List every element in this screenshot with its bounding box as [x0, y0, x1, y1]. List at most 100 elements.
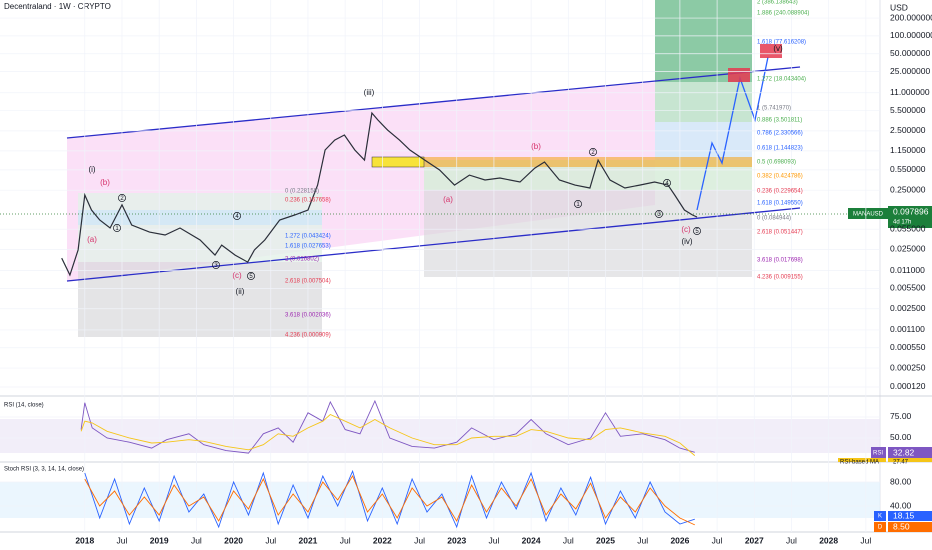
fib-label: 0.382 (0.424786) — [757, 174, 803, 180]
fib-label: 4.236 (0.000909) — [285, 333, 331, 339]
count-label: 2 — [120, 196, 124, 202]
x-tick-label: 2025 — [596, 535, 615, 545]
x-tick-label: 2019 — [150, 535, 169, 545]
wave-label: (b) — [100, 178, 110, 187]
fib-label: 0.5 (0.698093) — [757, 160, 796, 166]
y-tick-label: 0.000550 — [890, 342, 926, 352]
y-tick-label: 0.002500 — [890, 303, 926, 313]
zone — [424, 157, 752, 167]
y-tick-label: 0.250000 — [890, 184, 926, 194]
d-tag — [888, 522, 932, 532]
symbol-label: MANAUSD — [853, 212, 884, 218]
ma-value: 27.47 — [893, 460, 909, 466]
projection-path — [696, 56, 769, 211]
count-marker — [118, 194, 126, 202]
x-tick-label: 2018 — [75, 535, 94, 545]
fib-label: 1.272 (18.043404) — [757, 77, 806, 83]
x-tick-label: 2026 — [670, 535, 689, 545]
count-label: 1 — [115, 226, 119, 232]
y-tick-label: 100.000000 — [890, 30, 932, 40]
rsi-value: 32.82 — [893, 447, 915, 457]
fib-label: 2.618 (0.007504) — [285, 279, 331, 285]
count-label: 3 — [214, 263, 218, 269]
x-tick-label: Jul — [860, 535, 871, 545]
count-label: 1 — [576, 202, 580, 208]
wave-label: (i) — [88, 165, 95, 174]
fib-label: 1.886 (240.088904) — [757, 11, 809, 17]
x-tick-label: Jul — [563, 535, 574, 545]
y-tick-label: 0.025000 — [890, 244, 926, 254]
count-marker — [247, 272, 255, 280]
ma-tag — [838, 458, 886, 462]
y-tick-label: 0.550000 — [890, 164, 926, 174]
d-value: 8.50 — [893, 521, 910, 531]
rsi-name: RSI — [873, 451, 883, 457]
x-tick-label: 2020 — [224, 535, 243, 545]
fib-label: 2 (386.138643) — [757, 0, 798, 6]
d-name: D — [878, 525, 883, 531]
y-tick-label: 0.005500 — [890, 283, 926, 293]
count-label: 4 — [665, 181, 669, 187]
x-tick-label: 2021 — [299, 535, 318, 545]
target-zone — [728, 68, 750, 82]
count-marker — [574, 200, 582, 208]
x-tick-label: Jul — [712, 535, 723, 545]
wave-label: (v) — [773, 44, 783, 53]
chart-title: Decentraland · 1W · CRYPTO — [4, 2, 111, 11]
fib-box — [78, 193, 322, 262]
target-zone — [760, 44, 782, 58]
wave-label: (a) — [87, 235, 97, 244]
fib-label: 0.786 (2.330566) — [757, 131, 803, 137]
x-tick-label: Jul — [265, 535, 276, 545]
rsi-band — [0, 419, 880, 453]
y-tick-label: 0.001100 — [890, 324, 925, 334]
count-label: 3 — [657, 212, 661, 218]
fib-label: 2.618 (0.051447) — [757, 230, 803, 236]
pane-title: Stoch RSI (3, 3, 14, 14, close) — [4, 467, 84, 473]
y-tick-label: 1.150000 — [890, 145, 926, 155]
drawings — [0, 0, 880, 337]
fib-label: 0.236 (0.167658) — [285, 198, 331, 204]
y-tick-label: 11.000000 — [890, 87, 930, 97]
ma-name: RSI-based MA — [840, 460, 879, 466]
axis-unit: USD — [890, 2, 908, 12]
x-tick-label: Jul — [637, 535, 648, 545]
fib-box — [424, 190, 752, 277]
wave-label: (ii) — [236, 287, 245, 296]
count-marker — [113, 224, 121, 232]
fib-label: 1.272 (0.043424) — [285, 234, 331, 240]
target-box — [655, 122, 752, 160]
k-name: K — [878, 514, 882, 520]
count-marker — [663, 179, 671, 187]
series-line — [80, 413, 696, 456]
count-marker — [693, 227, 701, 235]
x-tick-label: 2027 — [745, 535, 764, 545]
fib-label: 0.886 (3.501811) — [757, 118, 802, 124]
count-label: 2 — [591, 150, 595, 156]
x-tick-label: 2022 — [373, 535, 392, 545]
wave-label: (iii) — [364, 88, 375, 97]
x-tick-label: Jul — [488, 535, 499, 545]
y-tick-label: 80.00 — [890, 476, 912, 486]
y-tick-label: 200.000000 — [890, 12, 932, 22]
fib-label: 1.618 (0.027653) — [285, 244, 331, 250]
y-tick-label: 75.00 — [890, 411, 912, 421]
symbol-tag — [848, 208, 888, 219]
count-marker — [212, 261, 220, 269]
fib-label: 0.236 (0.229654) — [757, 189, 803, 195]
count-marker — [655, 210, 663, 218]
x-tick-label: Jul — [191, 535, 202, 545]
wave-label: (b) — [531, 142, 541, 151]
y-tick-label: 0.000250 — [890, 362, 926, 372]
y-tick-label: 50.00 — [890, 432, 912, 442]
x-tick-label: 2024 — [522, 535, 541, 545]
target-box — [655, 82, 752, 122]
pane-title: RSI (14, close) — [4, 403, 44, 409]
wave-label: (c) — [681, 225, 691, 234]
wave-label: (a) — [443, 195, 453, 204]
fib-label: 0 (0.228158) — [285, 189, 319, 195]
fib-label: 3.618 (0.017698) — [757, 258, 803, 264]
wave-label: (iv) — [681, 237, 692, 246]
count-marker — [233, 212, 241, 220]
